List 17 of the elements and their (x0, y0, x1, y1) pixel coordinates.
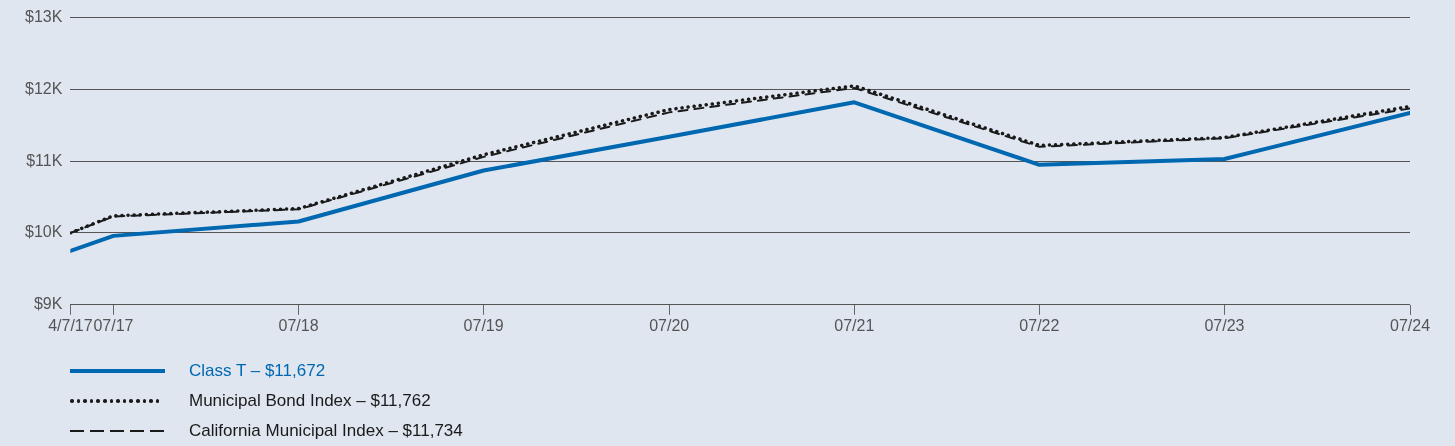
text: Class T – $11,672 (189, 361, 326, 381)
x-tick-label: 07/20 (649, 316, 690, 334)
x-tick-label: 07/22 (1019, 316, 1060, 334)
legend-label: Municipal Bond Index – $11,762 (189, 391, 431, 411)
y-tick-label: $12K (24, 79, 63, 97)
legend-label: California Municipal Index – $11,734 (189, 421, 463, 441)
x-tick-label: 07/21 (834, 316, 875, 334)
x-tick-label: 4/7/17 (48, 316, 93, 334)
y-tick-label: $9K (33, 295, 63, 313)
x-tick-label: 07/18 (278, 316, 319, 334)
x-tick-label: 07/23 (1204, 316, 1245, 334)
x-tick-label: 07/24 (1389, 316, 1431, 334)
y-tick-label: $11K (26, 151, 63, 169)
y-tick-label: $13K (24, 8, 63, 26)
y-tick-label: $10K (24, 223, 63, 241)
x-tick-label: 07/17 (93, 316, 134, 334)
x-tick-label: 07/19 (463, 316, 504, 334)
